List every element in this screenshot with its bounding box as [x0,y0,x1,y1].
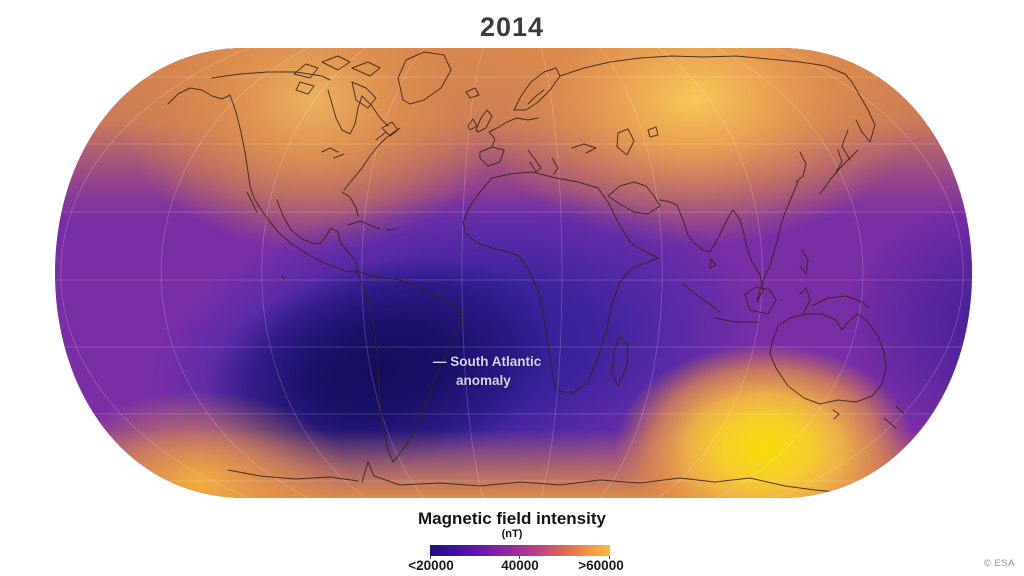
colorbar-tick-high [609,556,610,559]
coast-greenland-arctic [293,51,480,109]
coast-australia-oceania [682,249,905,429]
coastlines [167,51,905,494]
colorbar [430,545,610,556]
legend-title: Magnetic field intensity [418,509,606,528]
field-high-bottom-left [55,390,350,498]
colorbar-label-high: >60000 [578,558,624,573]
graticule [55,48,972,498]
annotation-line-1: — South Atlantic [433,354,542,369]
field-high-siberia [470,48,920,246]
coast-africa [462,171,661,395]
esa-credit: © ESA [983,558,1015,569]
colorbar-label-mid: 40000 [501,558,539,573]
field-low-right-edge [840,197,972,447]
coast-antarctica [227,461,846,494]
field-intensity-layers [55,48,972,498]
field-high-south-australia [615,344,915,498]
legend-unit: (nT) [501,528,523,540]
coast-north-america [167,71,401,273]
south-atlantic-anomaly-annotation: — South Atlantic anomaly [433,352,541,390]
coast-asia [559,55,876,303]
annotation-line-2: anomaly [456,373,511,388]
coast-south-america [281,270,463,463]
coast-europe [467,67,597,175]
page-title: 2014 [479,12,545,42]
colorbar-tick-low [430,556,431,559]
colorbar-label-low: <20000 [408,558,454,573]
colorbar-tick-mid [519,556,520,559]
field-high-canada [117,48,507,252]
